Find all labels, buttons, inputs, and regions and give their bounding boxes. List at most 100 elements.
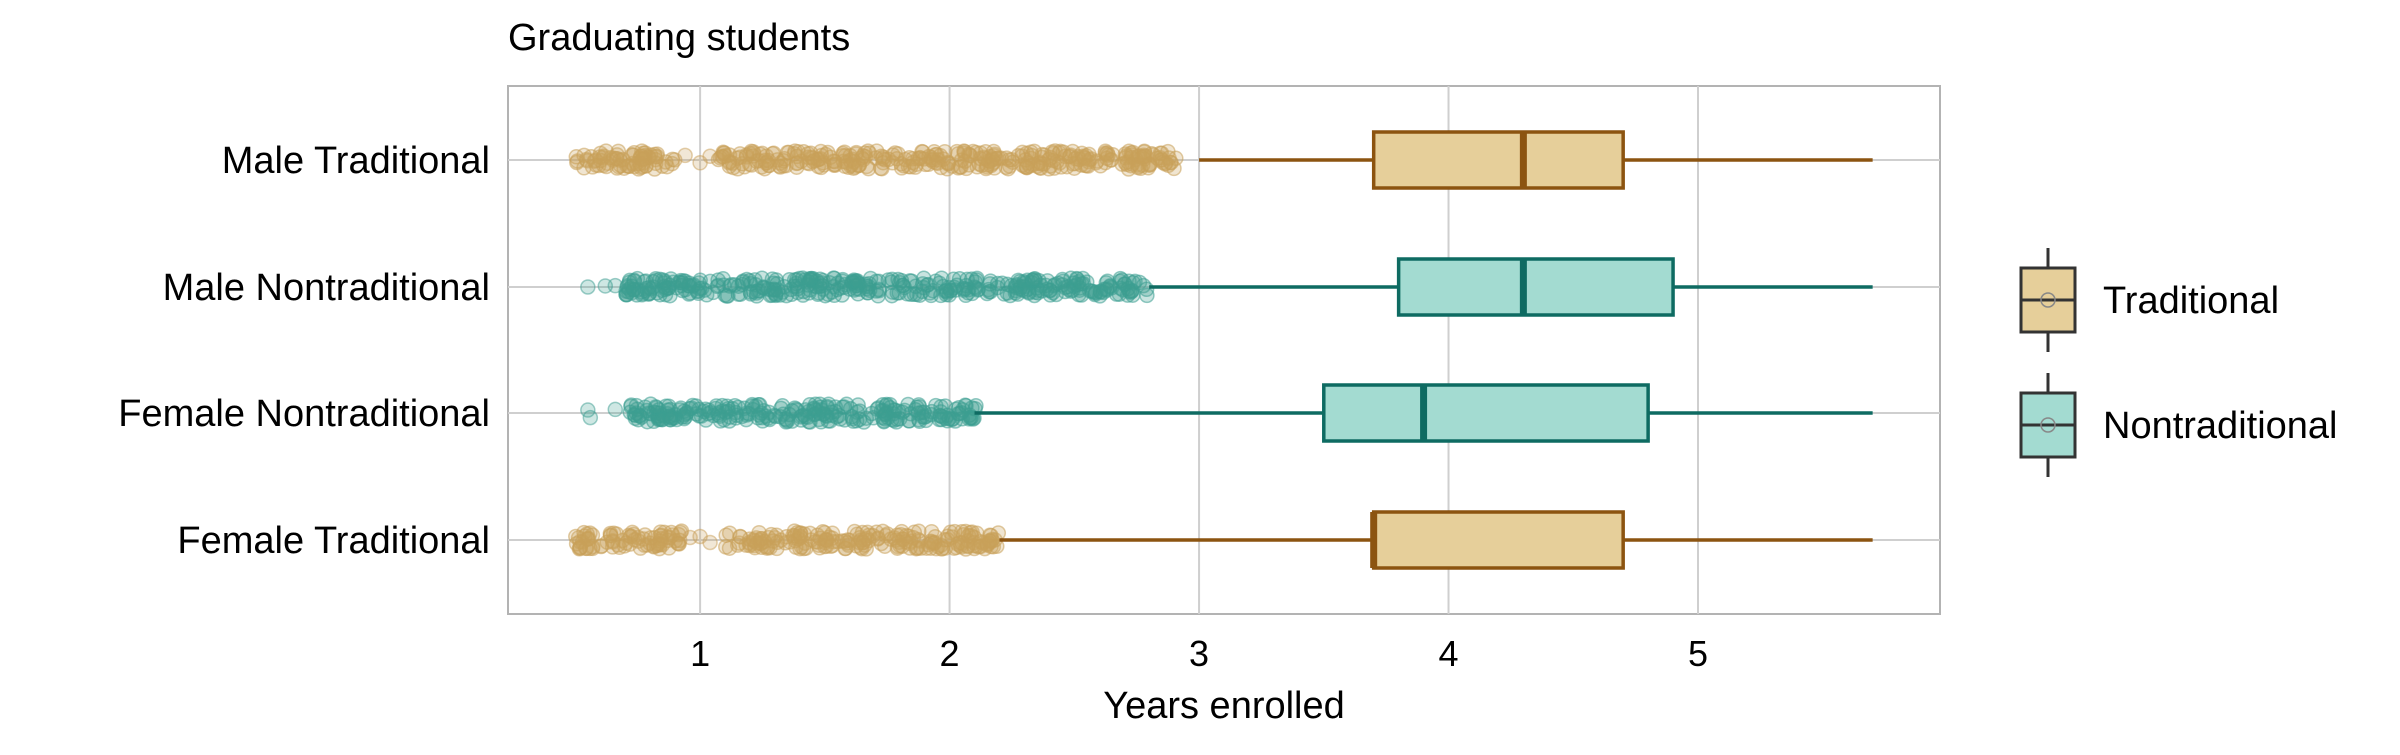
data-point <box>580 279 596 295</box>
data-point <box>823 538 839 555</box>
data-point <box>851 534 867 551</box>
data-point <box>923 535 940 552</box>
data-point <box>592 149 608 165</box>
data-point <box>1012 273 1028 290</box>
data-point <box>884 155 901 171</box>
data-point <box>977 150 993 167</box>
data-point <box>1117 276 1133 292</box>
data-point <box>641 285 657 302</box>
data-point <box>832 411 848 427</box>
data-point <box>1004 151 1020 168</box>
legend-key-point <box>2040 292 2056 308</box>
data-point <box>1026 271 1043 287</box>
data-point <box>760 157 777 174</box>
x-tick-label: 3 <box>1189 633 1209 674</box>
data-point <box>638 273 654 289</box>
data-point <box>1077 150 1093 167</box>
data-point <box>786 523 803 539</box>
data-point <box>607 277 624 294</box>
data-point <box>1097 154 1114 171</box>
data-point <box>848 146 864 162</box>
data-point <box>677 147 693 164</box>
data-point <box>1047 143 1063 159</box>
data-point <box>721 525 738 541</box>
data-point <box>815 523 831 540</box>
data-point <box>1017 283 1034 299</box>
data-point <box>673 400 689 416</box>
data-point <box>623 397 640 413</box>
data-point <box>884 287 900 304</box>
data-point <box>962 148 979 164</box>
y-category-label: Male Nontraditional <box>163 267 490 309</box>
data-point <box>860 278 877 295</box>
data-point <box>918 412 934 429</box>
data-point <box>749 535 765 551</box>
data-point <box>743 143 760 160</box>
data-point <box>917 156 934 173</box>
data-point <box>1030 285 1046 301</box>
data-point <box>627 410 644 427</box>
data-point <box>767 285 784 302</box>
data-point <box>903 533 919 550</box>
data-point <box>1138 148 1154 164</box>
data-point <box>1066 160 1083 176</box>
data-point <box>619 278 636 294</box>
data-point <box>642 530 659 546</box>
data-point <box>900 396 916 413</box>
data-point <box>905 154 921 171</box>
data-point <box>720 288 736 304</box>
data-point <box>1026 143 1043 160</box>
data-point <box>1039 273 1056 289</box>
data-point <box>744 398 761 414</box>
data-point <box>1075 148 1091 165</box>
data-point <box>1009 286 1026 302</box>
data-point <box>982 273 999 289</box>
x-tick-label: 1 <box>690 633 710 674</box>
data-point <box>708 398 725 414</box>
data-point <box>875 150 891 167</box>
data-point <box>702 534 718 551</box>
data-point <box>856 414 872 430</box>
data-point <box>800 145 816 162</box>
data-point <box>741 156 758 172</box>
data-point <box>568 528 584 545</box>
x-tick-label: 2 <box>940 633 960 674</box>
box <box>1371 130 1625 190</box>
data-point <box>761 411 778 428</box>
data-point <box>603 150 619 166</box>
data-point <box>627 532 643 548</box>
x-tick-label: 5 <box>1688 633 1708 674</box>
data-point <box>1075 270 1091 287</box>
box-series <box>974 130 1873 570</box>
data-point <box>670 526 687 543</box>
data-point <box>820 286 836 302</box>
data-point <box>579 153 595 169</box>
data-point <box>1057 279 1073 296</box>
data-point <box>647 149 663 165</box>
data-point <box>902 273 918 289</box>
data-point <box>944 158 960 174</box>
data-point <box>878 527 894 544</box>
data-point <box>958 541 974 557</box>
data-point <box>1085 284 1101 300</box>
data-point <box>984 533 1000 549</box>
data-point <box>678 406 694 422</box>
data-point <box>715 144 731 160</box>
data-point <box>728 407 745 423</box>
data-point <box>1138 281 1155 298</box>
data-point <box>702 148 718 164</box>
data-point <box>1122 284 1139 301</box>
data-point <box>582 409 599 426</box>
data-points <box>568 143 1184 557</box>
data-point <box>576 524 592 541</box>
legend: Traditional Nontraditional <box>2019 248 2337 477</box>
data-point <box>607 401 624 418</box>
data-point <box>944 529 960 545</box>
data-point <box>807 396 824 413</box>
data-point <box>758 538 774 555</box>
data-point <box>1161 150 1177 166</box>
box <box>1396 257 1675 317</box>
box <box>1371 510 1625 570</box>
data-point <box>712 413 729 429</box>
data-point <box>796 407 812 423</box>
